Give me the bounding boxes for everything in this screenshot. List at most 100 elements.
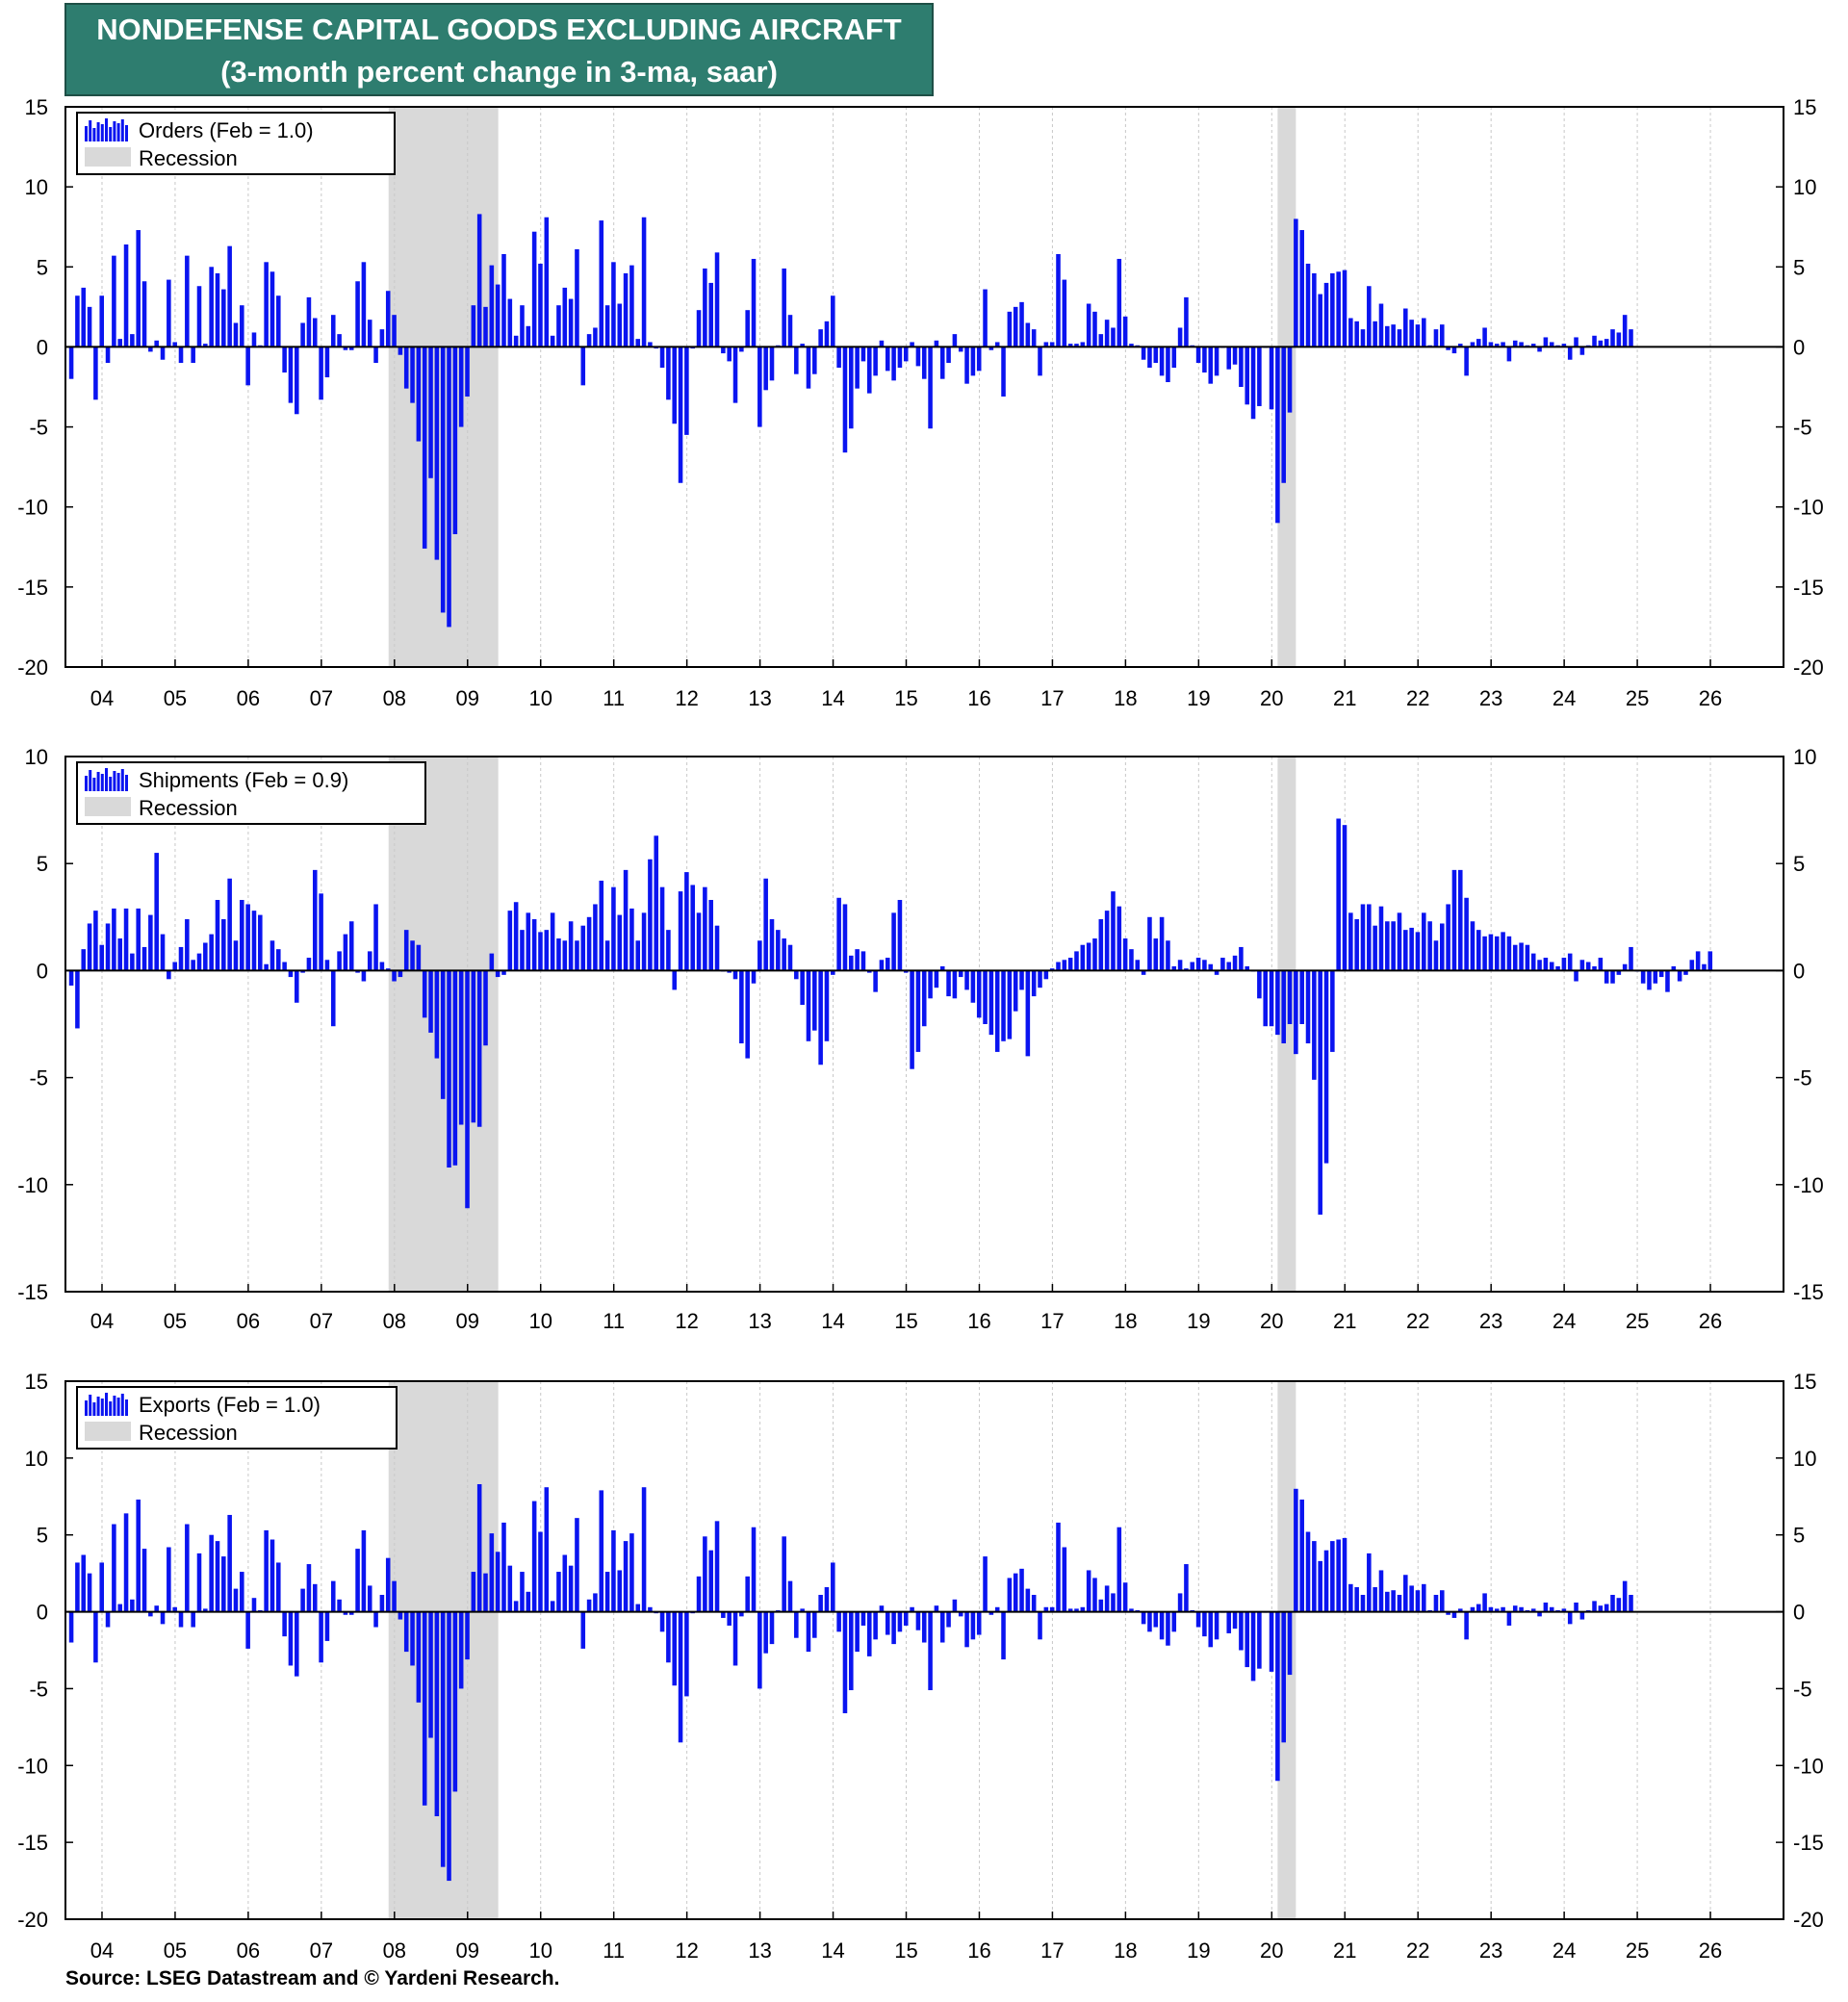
- legend-box: [76, 761, 426, 825]
- data-bar: [1530, 344, 1536, 347]
- data-bar: [1440, 1590, 1445, 1612]
- data-bar: [465, 346, 470, 397]
- data-bar: [1098, 1599, 1104, 1612]
- x-tick-label: 22: [1406, 1309, 1429, 1333]
- data-bar: [361, 970, 367, 982]
- y-tick-label-left: 0: [37, 335, 48, 359]
- data-bar: [860, 346, 866, 362]
- data-bar: [946, 346, 951, 364]
- data-bar: [209, 267, 214, 347]
- data-bar: [1190, 962, 1195, 971]
- data-bar: [1305, 1531, 1311, 1612]
- data-bar: [215, 272, 220, 347]
- data-bar: [416, 944, 422, 971]
- data-bar: [410, 940, 415, 971]
- data-bar: [831, 1562, 835, 1612]
- data-bar: [68, 346, 74, 379]
- data-bar: [1086, 303, 1091, 347]
- data-bar: [196, 286, 202, 347]
- data-bar: [1007, 1578, 1013, 1612]
- data-bar: [1494, 344, 1500, 347]
- data-bar: [1031, 1595, 1037, 1612]
- data-bar: [958, 970, 963, 978]
- data-bar: [1403, 308, 1408, 347]
- data-bar: [1098, 919, 1104, 971]
- data-bar: [1604, 339, 1609, 347]
- data-bar: [154, 853, 159, 971]
- plot-frame: [64, 106, 1784, 668]
- x-tick-label: 20: [1260, 1938, 1283, 1963]
- data-bar: [355, 970, 360, 973]
- y-tick-label-right: -20: [1793, 655, 1824, 680]
- x-tick-label: 20: [1260, 686, 1283, 710]
- data-bar: [1184, 296, 1189, 347]
- data-bar: [440, 1611, 446, 1867]
- data-bar: [593, 904, 598, 971]
- x-tick-label: 06: [237, 1309, 260, 1333]
- data-bar: [105, 346, 111, 364]
- data-bar: [1530, 1608, 1536, 1612]
- data-bar: [1159, 916, 1165, 971]
- data-bar: [952, 334, 958, 347]
- data-bar: [403, 930, 409, 971]
- data-bar: [915, 346, 921, 367]
- data-bar: [489, 265, 495, 347]
- data-bar: [1501, 1606, 1505, 1612]
- data-bar: [1214, 1611, 1219, 1640]
- data-bar: [282, 1611, 287, 1637]
- data-bar: [264, 1529, 269, 1612]
- data-bar: [684, 346, 689, 435]
- data-bar: [1232, 955, 1238, 971]
- data-bar: [75, 970, 80, 1029]
- data-bar: [915, 1611, 921, 1630]
- data-bar: [1141, 970, 1146, 975]
- data-bar: [1457, 869, 1463, 971]
- data-bar: [410, 1611, 415, 1666]
- data-bar: [580, 925, 586, 971]
- data-bar: [520, 305, 525, 347]
- data-bar: [1013, 1573, 1018, 1612]
- data-bar: [312, 1583, 318, 1612]
- data-bar: [306, 296, 312, 347]
- data-bar: [1622, 963, 1628, 971]
- data-bar: [355, 281, 360, 347]
- data-bar: [842, 904, 848, 971]
- legend-bar: [85, 776, 88, 791]
- data-bar: [373, 1611, 378, 1628]
- data-bar: [178, 346, 184, 364]
- data-bar: [678, 891, 683, 971]
- title-line-2: (3-month percent change in 3-ma, saar): [220, 55, 778, 89]
- data-bar: [812, 346, 817, 374]
- data-bar: [1141, 1611, 1146, 1625]
- data-bar: [440, 970, 446, 1099]
- data-bar: [513, 902, 519, 971]
- data-bar: [599, 1490, 604, 1612]
- data-bar: [641, 912, 647, 971]
- data-bar: [983, 289, 988, 347]
- data-bar: [1647, 970, 1652, 990]
- data-bar: [1074, 344, 1079, 347]
- data-bar: [769, 1611, 775, 1645]
- y-tick-label-left: -5: [29, 416, 48, 440]
- data-bar: [849, 346, 854, 429]
- data-bar: [440, 346, 446, 613]
- data-bar: [1239, 1611, 1244, 1651]
- data-bar: [1245, 965, 1250, 971]
- data-bar: [379, 962, 385, 971]
- data-bar: [1049, 968, 1055, 971]
- data-bar: [885, 1611, 890, 1635]
- data-bar: [330, 315, 336, 347]
- x-tick-label: 24: [1553, 1938, 1576, 1963]
- data-bar: [1122, 938, 1128, 971]
- data-bar: [1567, 953, 1573, 971]
- data-bar: [93, 911, 98, 971]
- chart-title: NONDEFENSE CAPITAL GOODS EXCLUDING AIRCR…: [64, 3, 934, 96]
- data-bar: [787, 1580, 793, 1612]
- data-bar: [1409, 1585, 1414, 1612]
- x-tick-label: 13: [748, 1938, 771, 1963]
- y-tick-label-left: 10: [25, 1447, 48, 1471]
- data-bar: [824, 321, 830, 347]
- data-bar: [1385, 1591, 1390, 1612]
- y-tick-label-right: 5: [1793, 852, 1805, 876]
